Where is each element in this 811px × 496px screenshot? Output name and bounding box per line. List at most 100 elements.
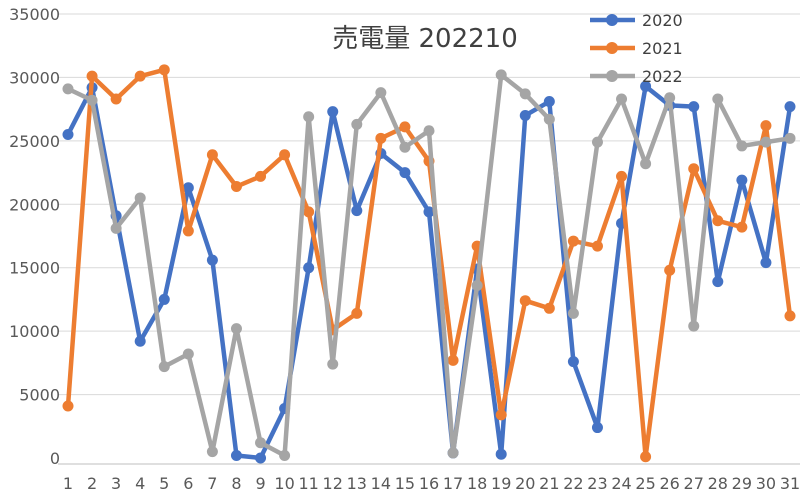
legend: 2020 2021 2022 <box>590 11 683 86</box>
data-point <box>399 167 411 179</box>
data-point <box>327 358 339 370</box>
data-point <box>158 64 170 76</box>
x-tick-label: 3 <box>111 474 121 493</box>
data-point <box>616 93 628 105</box>
data-point <box>206 149 218 161</box>
x-tick-label: 21 <box>539 474 559 493</box>
data-point <box>182 182 194 194</box>
data-point <box>736 174 748 186</box>
legend-marker <box>606 42 618 54</box>
data-point <box>519 109 531 121</box>
data-point <box>543 302 555 314</box>
x-tick-label: 26 <box>659 474 679 493</box>
data-point <box>760 136 772 148</box>
data-point <box>230 323 242 335</box>
x-tick-label: 7 <box>207 474 217 493</box>
x-tick-label: 29 <box>732 474 752 493</box>
x-tick-label: 20 <box>515 474 535 493</box>
data-point <box>375 132 387 144</box>
data-point <box>86 70 98 82</box>
x-tick-label: 4 <box>135 474 145 493</box>
legend-label: 2022 <box>642 67 683 86</box>
x-tick-label: 2 <box>87 474 97 493</box>
data-point <box>712 276 724 288</box>
data-point <box>688 101 700 113</box>
x-tick-label: 11 <box>298 474 318 493</box>
data-point <box>567 356 579 368</box>
data-point <box>591 240 603 252</box>
x-tick-label: 23 <box>587 474 607 493</box>
data-point <box>158 293 170 305</box>
x-tick-label: 5 <box>159 474 169 493</box>
data-point <box>399 121 411 133</box>
y-tick-label: 20000 <box>9 195 60 214</box>
data-point <box>712 215 724 227</box>
data-point <box>784 132 796 144</box>
data-point <box>230 449 242 461</box>
y-tick-label: 5000 <box>19 386 60 405</box>
data-point <box>760 120 772 132</box>
data-point <box>591 422 603 434</box>
data-point <box>471 279 483 291</box>
data-point <box>447 354 459 366</box>
data-point <box>206 446 218 458</box>
x-tick-label: 24 <box>611 474 631 493</box>
data-point <box>664 264 676 276</box>
data-point <box>423 206 435 218</box>
data-point <box>784 101 796 113</box>
data-point <box>640 80 652 92</box>
data-point <box>399 141 411 153</box>
data-point <box>543 113 555 125</box>
y-tick-label: 25000 <box>9 132 60 151</box>
data-point <box>134 192 146 204</box>
data-point <box>447 447 459 459</box>
legend-item: 2021 <box>590 39 683 58</box>
data-point <box>206 254 218 266</box>
legend-item: 2022 <box>590 67 683 86</box>
x-tick-label: 9 <box>255 474 265 493</box>
y-tick-label: 10000 <box>9 322 60 341</box>
data-point <box>784 310 796 322</box>
data-point <box>62 83 74 95</box>
x-tick-label: 17 <box>443 474 463 493</box>
x-tick-label: 18 <box>467 474 487 493</box>
data-point <box>62 400 74 412</box>
x-tick-label: 14 <box>371 474 391 493</box>
data-point <box>591 136 603 148</box>
x-tick-label: 16 <box>419 474 439 493</box>
data-point <box>182 225 194 237</box>
data-point <box>255 437 267 449</box>
data-point <box>303 262 315 274</box>
legend-marker <box>606 14 618 26</box>
data-point <box>640 451 652 463</box>
data-point <box>110 222 122 234</box>
legend-item: 2020 <box>590 11 683 30</box>
x-tick-label: 25 <box>635 474 655 493</box>
legend-label: 2021 <box>642 39 683 58</box>
x-tick-label: 28 <box>708 474 728 493</box>
data-point <box>134 335 146 347</box>
y-tick-labels: 0 5000 10000 15000 20000 25000 30000 35000 <box>9 5 60 468</box>
data-point <box>519 295 531 307</box>
y-tick-label: 35000 <box>9 5 60 24</box>
x-tick-label: 31 <box>780 474 800 493</box>
data-point <box>62 129 74 141</box>
data-point <box>86 94 98 106</box>
data-point <box>327 106 339 118</box>
data-point <box>688 163 700 175</box>
data-point <box>760 257 772 269</box>
series-2022 <box>62 69 796 461</box>
data-point <box>640 158 652 170</box>
y-tick-label: 30000 <box>9 68 60 87</box>
data-point <box>351 307 363 319</box>
data-point <box>375 87 387 99</box>
data-point <box>495 448 507 460</box>
data-point <box>495 409 507 421</box>
data-point <box>303 206 315 218</box>
data-point <box>688 320 700 332</box>
chart-title: 売電量 202210 <box>332 24 518 54</box>
data-point <box>134 70 146 82</box>
data-point <box>495 69 507 81</box>
data-point <box>423 125 435 137</box>
data-point <box>519 88 531 100</box>
